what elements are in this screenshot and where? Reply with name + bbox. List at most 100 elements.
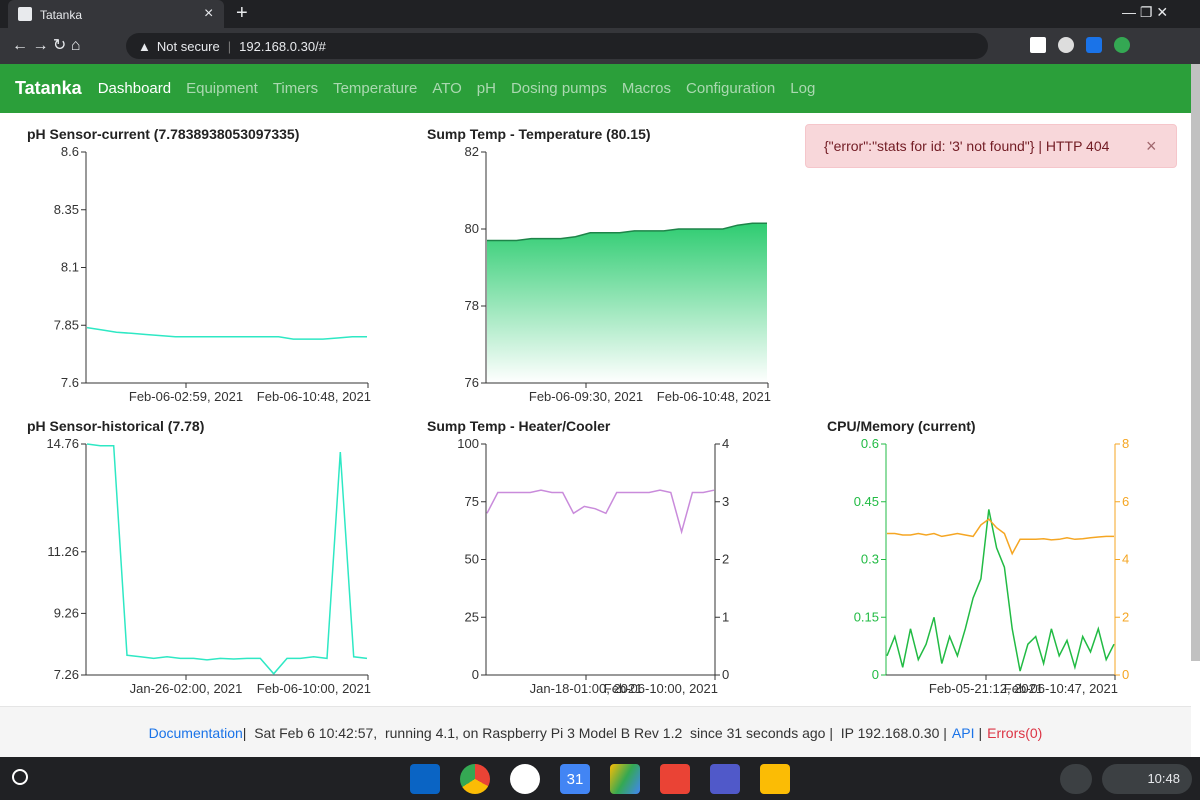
alert-text: {"error":"stats for id: '3' not found"} … (824, 138, 1110, 154)
x-tick-label: Feb-06-10:00, 2021 (257, 681, 371, 696)
y-tick-label: 7.85 (54, 317, 79, 332)
nav-link[interactable]: Timers (272, 80, 319, 97)
y-tick-label: 76 (465, 375, 479, 390)
app-drive[interactable] (610, 764, 640, 794)
stylus-button[interactable] (1060, 764, 1092, 794)
api-link[interactable]: API (951, 724, 975, 741)
url: 192.168.0.30/# (239, 38, 326, 54)
dashboard-charts: pH Sensor-current (7.7838938053097335) 7.… (27, 126, 1129, 696)
y-tick-label: 11.26 (47, 544, 79, 559)
chart-title: Sump Temp - Temperature (80.15) (427, 126, 651, 142)
y-tick-label: 7.26 (54, 667, 79, 682)
nav-buttons[interactable]: ← → ↻ ⌂ (12, 37, 81, 54)
x-tick-label: Jan-26-02:00, 2021 (130, 681, 243, 696)
footer: Documentation | Sat Feb 6 10:42:57, runn… (0, 706, 1191, 758)
y-tick-label: 0 (872, 667, 879, 682)
x-tick-label: Feb-06-10:00, 2021 (604, 681, 718, 696)
x-tick-label: Feb-06-09:30, 2021 (529, 389, 643, 404)
x-tick-label: Feb-06-10:47, 2021 (1004, 681, 1118, 696)
y2-tick-label: 2 (1122, 609, 1129, 624)
y2-tick-label: 1 (722, 609, 729, 624)
extension-icon[interactable] (1114, 37, 1130, 53)
address-bar: ← → ↻ ⌂ ▲ Not secure | 192.168.0.30/# (0, 28, 1200, 64)
chart-title: Sump Temp - Heater/Cooler (427, 418, 611, 434)
y-tick-label: 7.6 (61, 375, 79, 390)
security-label: Not secure (156, 38, 220, 54)
x-tick-label: Feb-06-02:59, 2021 (129, 389, 243, 404)
x-tick-label: Feb-05-21:12, 2021 (929, 681, 1043, 696)
y-tick-label: 0.15 (854, 609, 879, 624)
x-tick-label: Jan-18-01:00, 2021 (530, 681, 643, 696)
y-tick-label: 8.6 (61, 144, 79, 159)
y-tick-label: 50 (465, 552, 479, 567)
app-chrome[interactable] (460, 764, 490, 794)
chart-title: pH Sensor-current (7.7838938053097335) (27, 126, 299, 142)
nav-link[interactable]: Dosing pumps (510, 80, 607, 97)
line (86, 326, 367, 340)
nav-link[interactable]: Temperature (333, 80, 418, 97)
extension-icon[interactable] (1030, 37, 1046, 53)
warning-icon: ▲ (138, 38, 151, 54)
alert-close[interactable]: × (1146, 136, 1157, 156)
scrollbar[interactable] (1191, 64, 1200, 661)
extension-icon[interactable] (1058, 37, 1074, 53)
tab-strip: Tatanka × + — ❐ ✕ (0, 0, 1200, 28)
line (86, 443, 368, 675)
y-tick-label: 0.3 (861, 552, 879, 567)
nav-link[interactable]: Macros (621, 80, 672, 97)
y2-tick-label: 2 (722, 552, 729, 567)
y-tick-label: 80 (465, 221, 479, 236)
y2-tick-label: 8 (1122, 436, 1129, 451)
chart-title: pH Sensor-historical (7.78) (27, 418, 204, 434)
window-controls[interactable]: — ❐ ✕ (1122, 4, 1169, 20)
nav-link[interactable]: Equipment (186, 80, 258, 97)
nav-link[interactable]: ATO (432, 80, 462, 97)
app-teams[interactable] (710, 764, 740, 794)
y2-tick-label: 0 (1122, 667, 1129, 682)
app-outlook[interactable] (410, 764, 440, 794)
errors-link[interactable]: Errors(0) (987, 724, 1043, 741)
app-calendar[interactable]: 31 (560, 764, 590, 794)
y2-tick-label: 4 (1122, 552, 1129, 567)
line (486, 489, 715, 535)
app-onenote[interactable] (510, 764, 540, 794)
y-tick-label: 14.76 (46, 436, 79, 451)
browser-tab[interactable]: Tatanka × (8, 0, 224, 28)
launcher[interactable] (12, 769, 28, 785)
x-tick-label: Feb-06-10:48, 2021 (257, 389, 371, 404)
y2-tick-label: 4 (722, 436, 729, 451)
status-tray[interactable]: 10:48 (1102, 764, 1192, 794)
y2-tick-label: 3 (722, 494, 729, 509)
y-tick-label: 100 (457, 436, 479, 451)
documentation-link[interactable]: Documentation (148, 724, 243, 741)
extension-icon[interactable] (1086, 37, 1102, 53)
area (487, 223, 767, 383)
nav-link[interactable]: pH (476, 80, 496, 97)
area-line (487, 222, 767, 242)
y-tick-label: 8.1 (61, 260, 79, 275)
app-gmail[interactable] (660, 764, 690, 794)
y-tick-label: 0.45 (854, 494, 879, 509)
y-tick-label: 82 (465, 144, 479, 159)
y-tick-label: 0.6 (861, 436, 879, 451)
y-tick-label: 75 (465, 494, 479, 509)
favicon (18, 7, 32, 21)
nav-link[interactable]: Log (790, 80, 816, 97)
y-tick-label: 25 (465, 609, 479, 624)
line (886, 509, 1115, 672)
nav-link[interactable]: Dashboard (97, 80, 172, 97)
clock: 10:48 (1147, 771, 1180, 786)
y-tick-label: 9.26 (54, 605, 79, 620)
taskbar: 31 10:48 (0, 757, 1200, 800)
error-alert: {"error":"stats for id: '3' not found"} … (805, 124, 1177, 168)
nav-link[interactable]: Configuration (686, 80, 776, 97)
y-tick-label: 0 (472, 667, 479, 682)
brand[interactable]: Tatanka (15, 78, 82, 98)
tab-title: Tatanka (40, 8, 83, 22)
y-tick-label: 8.35 (54, 202, 79, 217)
new-tab[interactable]: + (236, 2, 248, 24)
omnibox[interactable]: ▲ Not secure | 192.168.0.30/# (126, 33, 988, 59)
tab-close[interactable]: × (204, 5, 214, 22)
app-keep[interactable] (760, 764, 790, 794)
x-tick-label: Feb-06-10:48, 2021 (657, 389, 771, 404)
